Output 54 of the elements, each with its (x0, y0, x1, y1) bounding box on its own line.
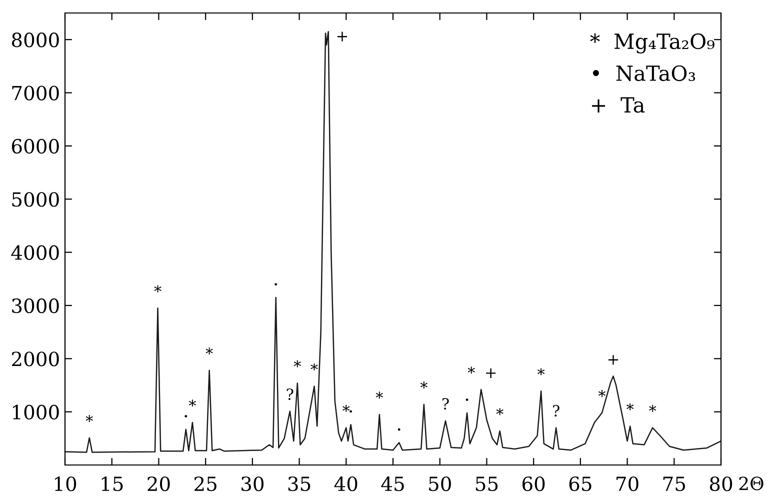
annotation: + (486, 368, 496, 378)
x-tick-label: 55 (476, 476, 498, 492)
x-tick-label: 65 (569, 476, 592, 492)
y-tick-label: 1000 (13, 404, 59, 420)
annotation: • (184, 415, 188, 418)
annotation: * Mg₄Ta₂O₉ (590, 33, 714, 54)
annotation: * (86, 415, 93, 422)
y-tick-label: 7000 (12, 86, 59, 100)
annotation: • (274, 283, 278, 286)
annotation: + Ta (592, 97, 645, 113)
annotation: * (188, 400, 196, 407)
annotation: * (649, 404, 656, 412)
x-tick-label: 35 (288, 476, 310, 492)
x-tick-label: 25 (194, 476, 216, 492)
y-tick-label: 4000 (11, 245, 59, 260)
y-tick-label: 5000 (12, 192, 59, 207)
annotation: ? (553, 404, 560, 416)
y-tick-label: 3000 (12, 298, 59, 314)
annotation: * (420, 382, 428, 388)
x-tick-label: 50 (429, 476, 451, 492)
annotation: * (598, 390, 606, 397)
x-tick-label: 45 (381, 476, 404, 492)
annotation: • (350, 410, 352, 413)
x-tick-label: 30 (242, 476, 264, 492)
x-tick-label: 75 (663, 476, 686, 492)
annotation: * (537, 368, 545, 376)
annotation: ? (286, 388, 294, 400)
y-tick-label: 6000 (12, 138, 59, 154)
x-axis-title: 2Θ (739, 476, 764, 490)
annotation: • NaTaO₃ (592, 65, 696, 82)
x-tick-label: 70 (616, 476, 638, 492)
annotation: * (468, 366, 475, 374)
annotation: * (626, 403, 634, 410)
annotation: * (342, 404, 350, 412)
annotation: + (608, 355, 618, 365)
annotation: * (294, 360, 301, 368)
annotation: * (154, 285, 162, 292)
annotation: • (466, 398, 468, 401)
annotation: * (496, 408, 504, 416)
x-tick-label: 10 (55, 476, 76, 492)
annotation: * (206, 347, 213, 354)
annotation: + (337, 32, 348, 42)
line-series (65, 30, 721, 453)
y-tick-label: 2000 (12, 352, 59, 366)
y-tick-label: 8000 (12, 32, 59, 48)
x-tick-label: 80 (710, 476, 732, 492)
x-tick-label: 60 (522, 476, 545, 492)
annotation: * (376, 392, 383, 399)
annotation: ? (442, 398, 449, 410)
x-tick-label: 20 (148, 476, 170, 492)
annotation: • (398, 428, 400, 431)
annotation: * (310, 363, 318, 370)
x-tick-label: 40 (334, 476, 358, 492)
x-tick-label: 15 (102, 476, 123, 492)
